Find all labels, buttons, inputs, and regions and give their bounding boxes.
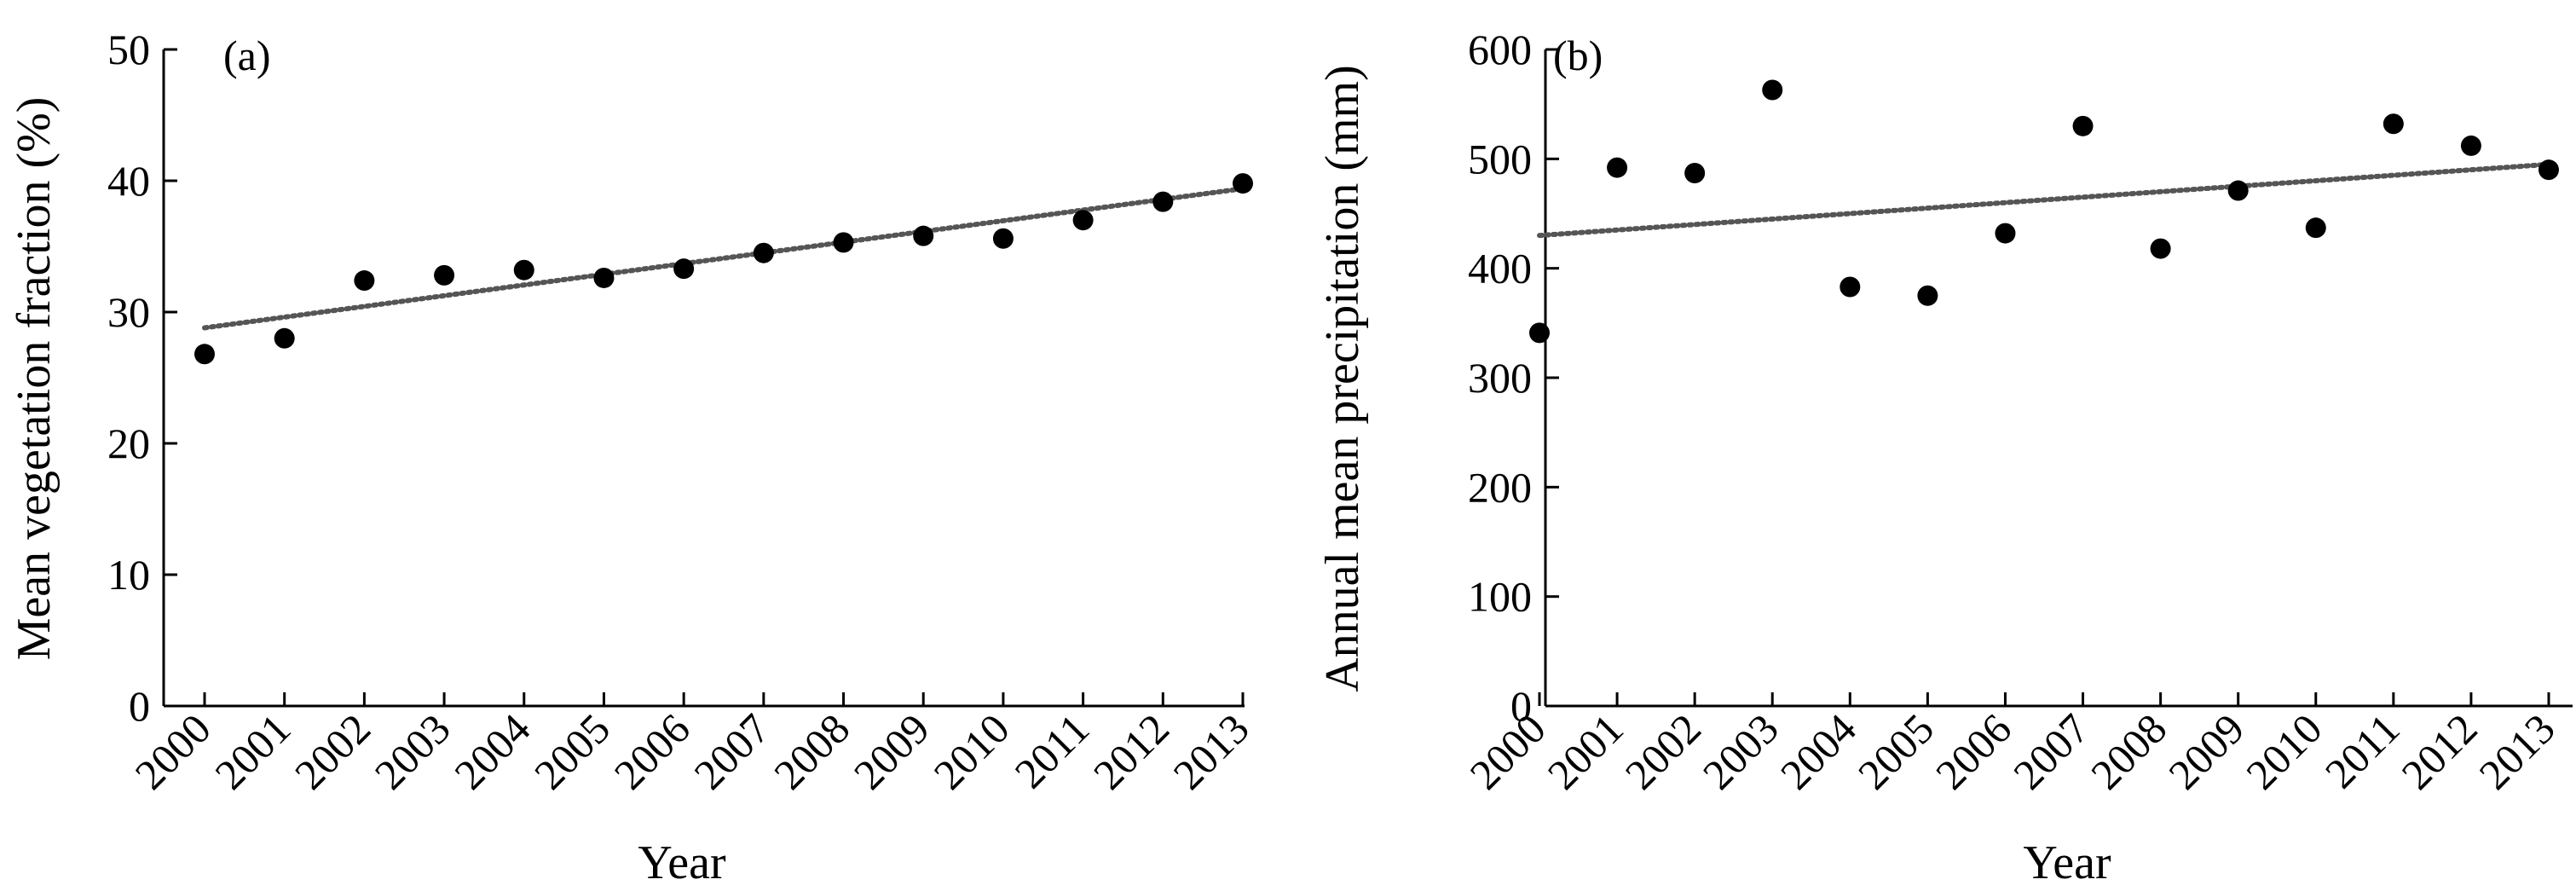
- data-point: [274, 327, 295, 349]
- data-point: [1840, 276, 1861, 298]
- data-point: [1152, 191, 1174, 212]
- data-point: [2460, 135, 2481, 156]
- data-point: [434, 264, 455, 286]
- x-tick-label: 2010: [924, 704, 1018, 798]
- data-point: [913, 225, 934, 246]
- data-point: [1995, 223, 2016, 244]
- y-tick-label: 500: [1468, 135, 1532, 182]
- x-tick-label: 2006: [1926, 704, 2020, 798]
- data-point: [1233, 173, 1253, 194]
- panel-a-vegetation-fraction-chart: 0102030405020002001200220032004200520062…: [8, 26, 1258, 889]
- x-axis-title: Year: [2023, 836, 2111, 889]
- x-tick-label: 2013: [2469, 704, 2563, 798]
- y-tick-label: 40: [107, 157, 150, 205]
- x-tick-label: 2005: [1849, 704, 1943, 798]
- panel-b-precipitation-chart: 0100200300400500600200020012002200320042…: [1316, 26, 2573, 889]
- x-tick-label: 2000: [1460, 704, 1554, 798]
- trend-line: [202, 186, 1245, 331]
- data-point: [194, 344, 215, 365]
- y-tick-label: 100: [1468, 573, 1532, 621]
- x-tick-label: 2009: [845, 704, 939, 798]
- data-point: [833, 232, 854, 253]
- data-point: [1607, 157, 1628, 178]
- x-tick-label: 2003: [366, 704, 459, 798]
- data-point: [1762, 79, 1783, 101]
- y-tick-label: 30: [107, 288, 150, 336]
- x-tick-label: 2004: [445, 704, 539, 798]
- x-tick-label: 2001: [1539, 704, 1632, 798]
- y-axis-title: Mean vegetation fraction (%): [8, 97, 61, 661]
- x-tick-label: 2005: [525, 704, 619, 798]
- data-point: [1684, 163, 1706, 184]
- x-tick-label: 2007: [2004, 704, 2098, 798]
- x-tick-label: 2001: [205, 704, 299, 798]
- data-point: [593, 267, 615, 288]
- y-tick-label: 300: [1468, 354, 1532, 402]
- x-tick-label: 2006: [605, 704, 699, 798]
- x-axis-title: Year: [638, 836, 726, 889]
- data-point: [1917, 285, 1938, 306]
- data-point: [673, 258, 695, 280]
- y-tick-label: 200: [1468, 463, 1532, 511]
- x-tick-label: 2012: [1084, 704, 1178, 798]
- data-point: [2383, 113, 2404, 135]
- x-tick-label: 2008: [765, 704, 858, 798]
- panel-label: (a): [223, 32, 271, 79]
- x-tick-label: 2004: [1771, 704, 1865, 798]
- y-tick-label: 10: [107, 551, 150, 599]
- x-tick-label: 2009: [2159, 704, 2253, 798]
- trend-line: [1537, 161, 2551, 239]
- panel-label: (b): [1553, 32, 1603, 79]
- data-point: [354, 270, 375, 292]
- y-tick-label: 20: [107, 419, 150, 467]
- y-tick-label: 400: [1468, 245, 1532, 292]
- data-point: [2227, 180, 2249, 201]
- x-tick-label: 2011: [2316, 704, 2409, 797]
- x-tick-label: 2003: [1694, 704, 1788, 798]
- x-tick-label: 2002: [286, 704, 379, 798]
- x-tick-label: 2012: [2392, 704, 2486, 798]
- y-tick-label: 0: [1510, 682, 1532, 730]
- x-tick-label: 2010: [2237, 704, 2331, 798]
- x-tick-label: 2008: [2082, 704, 2175, 798]
- data-point: [2072, 115, 2094, 136]
- y-tick-label: 0: [129, 682, 150, 730]
- data-point: [2305, 217, 2326, 239]
- y-axis-title: Annual mean precipitation (mm): [1316, 65, 1369, 692]
- x-tick-label: 2002: [1616, 704, 1710, 798]
- y-tick-label: 50: [107, 26, 150, 73]
- data-point: [753, 242, 774, 263]
- data-point: [513, 259, 534, 281]
- data-point: [1529, 322, 1550, 344]
- x-tick-label: 2013: [1164, 704, 1257, 798]
- x-tick-label: 2007: [684, 704, 778, 798]
- data-point: [2538, 159, 2559, 181]
- data-point: [1072, 210, 1094, 231]
- x-tick-label: 2011: [1005, 704, 1098, 797]
- data-point: [992, 228, 1014, 249]
- data-point: [2150, 238, 2171, 259]
- y-tick-label: 600: [1468, 26, 1532, 73]
